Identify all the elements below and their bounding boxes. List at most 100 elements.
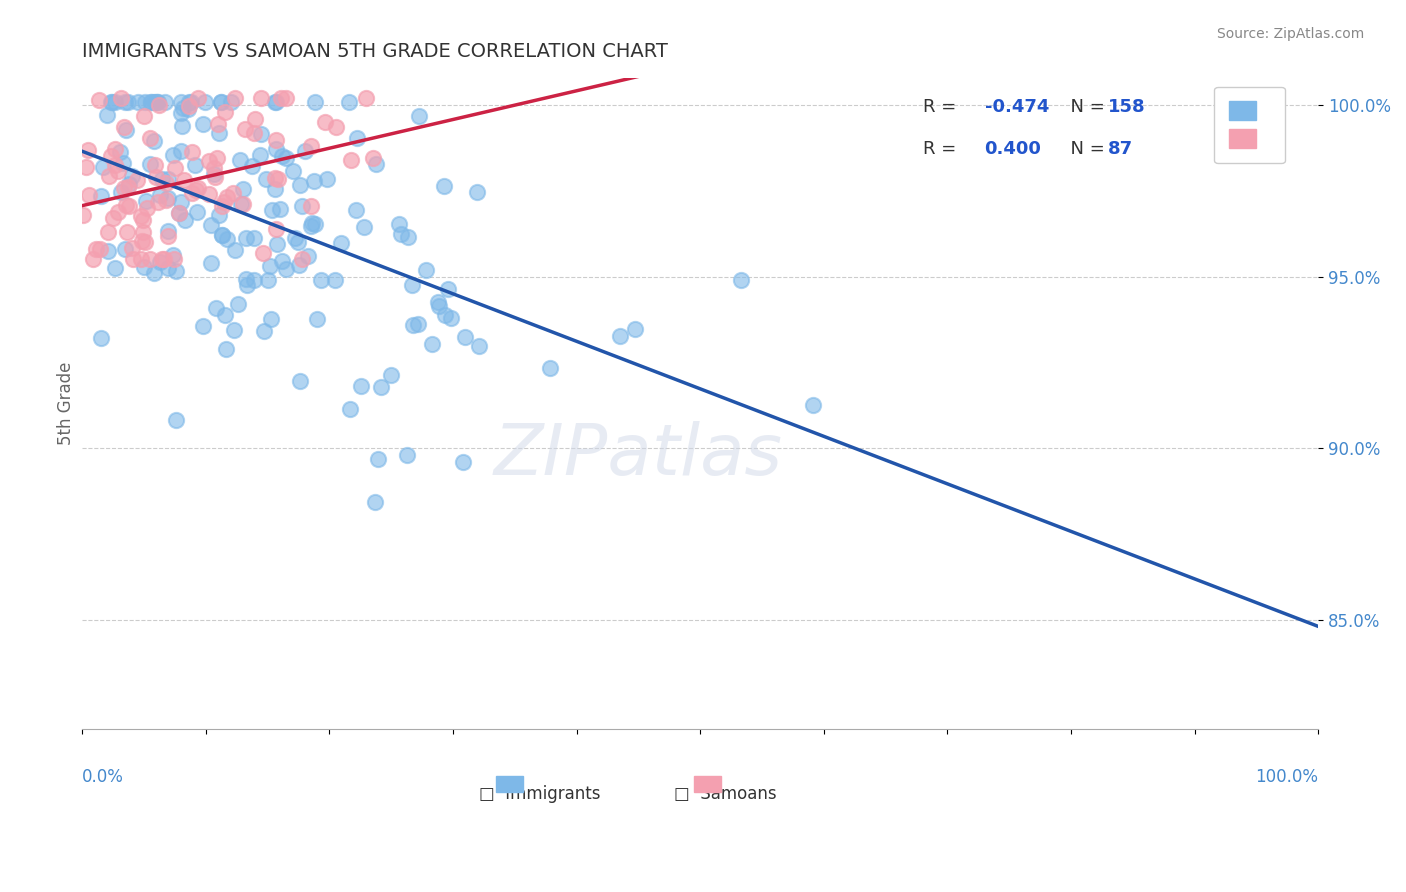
Point [224, 91, 246, 105]
Point [406, 317, 429, 331]
Point [364, 495, 387, 509]
Point [287, 235, 309, 249]
Point [346, 130, 368, 145]
Point [145, 95, 167, 109]
Text: R =: R = [922, 140, 962, 158]
Text: 100.0%: 100.0% [1256, 768, 1319, 787]
Point [110, 185, 132, 199]
Point [311, 273, 333, 287]
Point [157, 260, 180, 275]
Point [249, 148, 271, 162]
Point [264, 95, 287, 109]
Point [82, 252, 104, 267]
Point [117, 178, 139, 192]
Text: IMMIGRANTS VS SAMOAN 5TH GRADE CORRELATION CHART: IMMIGRANTS VS SAMOAN 5TH GRADE CORRELATI… [82, 42, 668, 61]
Point [114, 198, 136, 212]
Point [121, 169, 143, 183]
Text: 87: 87 [1108, 140, 1133, 158]
Point [139, 252, 162, 267]
Point [112, 156, 135, 170]
Point [274, 151, 297, 165]
Text: □  Immigrants: □ Immigrants [479, 785, 600, 803]
Point [270, 148, 292, 162]
Point [156, 224, 179, 238]
Point [115, 122, 138, 136]
Point [304, 95, 326, 109]
Point [253, 325, 276, 339]
Point [224, 244, 246, 258]
Point [232, 196, 254, 211]
Point [104, 260, 127, 275]
Point [179, 99, 201, 113]
Point [211, 199, 233, 213]
Point [165, 264, 187, 278]
Point [208, 126, 231, 140]
Point [163, 252, 186, 267]
Point [214, 105, 236, 120]
Text: -0.474: -0.474 [984, 98, 1049, 116]
Point [209, 95, 232, 109]
Point [121, 241, 143, 255]
Point [204, 169, 226, 184]
Point [104, 158, 127, 172]
Point [169, 105, 191, 120]
Point [436, 282, 458, 296]
Point [314, 114, 336, 128]
Text: 0.0%: 0.0% [82, 768, 124, 787]
Point [207, 117, 229, 131]
Point [77, 143, 100, 157]
Point [141, 95, 163, 109]
Point [146, 95, 169, 109]
Point [145, 170, 167, 185]
Point [131, 235, 153, 249]
Point [194, 95, 217, 109]
Point [302, 174, 325, 188]
Point [149, 187, 172, 202]
Point [350, 379, 373, 393]
Point [269, 202, 291, 216]
Point [187, 181, 209, 195]
Point [117, 179, 139, 194]
Point [202, 161, 225, 175]
Point [103, 95, 125, 109]
Point [162, 248, 184, 262]
Point [139, 95, 162, 109]
Point [254, 172, 277, 186]
Point [270, 91, 292, 105]
Point [104, 142, 127, 156]
Text: 158: 158 [1108, 98, 1146, 116]
Point [299, 219, 322, 233]
Point [249, 91, 271, 105]
Point [180, 145, 202, 160]
Point [260, 203, 283, 218]
Point [148, 98, 170, 112]
Point [181, 186, 204, 201]
Point [252, 246, 274, 260]
Point [110, 91, 132, 105]
Point [169, 144, 191, 158]
Point [87, 93, 110, 107]
Point [396, 230, 419, 244]
Point [266, 236, 288, 251]
Point [177, 102, 200, 116]
Point [240, 159, 263, 173]
Point [143, 266, 166, 280]
Point [270, 254, 292, 268]
Point [211, 227, 233, 242]
Point [202, 167, 225, 181]
Point [117, 95, 139, 109]
Point [315, 172, 337, 186]
Point [222, 186, 245, 200]
Point [259, 259, 281, 273]
Point [132, 213, 155, 227]
Point [388, 217, 411, 231]
Point [260, 312, 283, 326]
Point [115, 225, 138, 239]
Point [467, 339, 489, 353]
Point [299, 199, 322, 213]
Point [142, 134, 165, 148]
Point [100, 95, 122, 109]
Point [200, 256, 222, 270]
Point [361, 151, 384, 165]
Point [344, 203, 367, 218]
